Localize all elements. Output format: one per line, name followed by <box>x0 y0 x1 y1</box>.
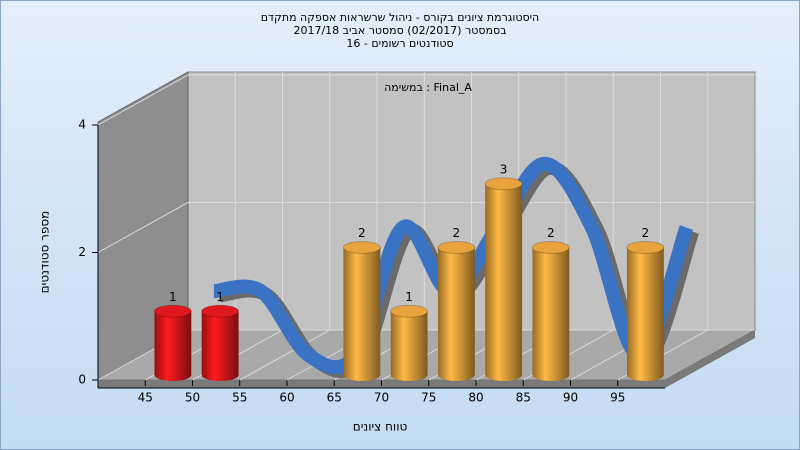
bar <box>343 247 381 381</box>
bar-top <box>437 241 476 254</box>
value-label: 1 <box>169 290 177 304</box>
y-axis-label: מספר סטודנטים <box>38 211 52 294</box>
bar <box>626 247 664 381</box>
bar-top <box>626 241 665 254</box>
value-label: 2 <box>642 226 650 240</box>
x-tick-label: 95 <box>610 391 625 405</box>
value-label: 1 <box>216 290 224 304</box>
annotation: במשימה : Final_A <box>384 81 472 94</box>
value-label: 1 <box>405 290 413 304</box>
bar-top <box>531 241 570 254</box>
x-tick-label: 85 <box>516 391 531 405</box>
bar-top <box>153 304 192 318</box>
x-tick-label: 75 <box>421 391 436 405</box>
y-tick-label: 2 <box>78 245 86 259</box>
bar-top <box>484 177 523 191</box>
bar <box>201 311 239 381</box>
x-tick-label: 60 <box>279 391 294 405</box>
bar <box>390 311 428 381</box>
x-tick-label: 80 <box>468 391 483 405</box>
x-axis-label: טווח ציונים <box>353 420 408 434</box>
value-label: 3 <box>500 162 508 176</box>
x-tick-label: 65 <box>327 391 342 405</box>
value-label: 2 <box>358 226 366 240</box>
grid-line <box>239 72 331 381</box>
bar-top <box>390 304 429 318</box>
bar <box>532 247 570 381</box>
title-line: סטודנטים רשומים - 16 <box>346 37 453 50</box>
x-tick-label: 55 <box>232 391 247 405</box>
bar-top <box>342 241 381 254</box>
x-tick-label: 45 <box>138 391 153 405</box>
title-line: בסמסטר (02/2017) סמסטר אביב 2017/18 <box>293 24 506 37</box>
x-tick-label: 90 <box>563 391 578 405</box>
title-line: היסטוגרמת ציונים בקורס - ניהול שרשראות א… <box>261 11 540 24</box>
bar <box>485 183 523 381</box>
y-tick-label: 0 <box>78 373 86 387</box>
bar <box>154 311 192 381</box>
bar-top <box>201 304 240 318</box>
floor-side <box>98 330 755 388</box>
value-label: 2 <box>453 226 461 240</box>
bar <box>437 247 475 381</box>
y-tick-label: 4 <box>78 118 86 132</box>
x-tick-label: 70 <box>374 391 389 405</box>
x-tick-label: 50 <box>185 391 200 405</box>
value-label: 2 <box>547 226 555 240</box>
